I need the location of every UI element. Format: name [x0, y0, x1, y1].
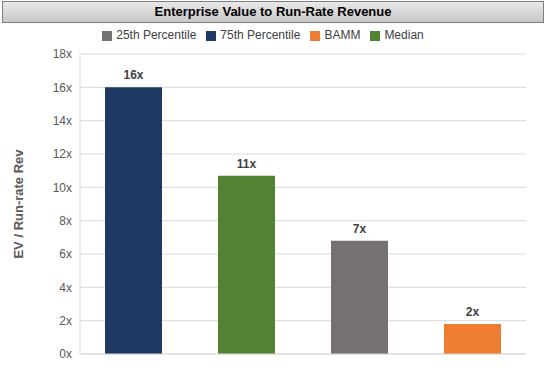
svg-text:8x: 8x — [59, 214, 72, 228]
svg-text:2x: 2x — [59, 314, 72, 328]
svg-text:0x: 0x — [59, 347, 72, 361]
html-text:BAMM: BAMM — [324, 28, 361, 42]
html-text:Enterprise Value to Run-Rate R: Enterprise Value to Run-Rate Revenue — [154, 4, 392, 19]
svg-text:6x: 6x — [59, 247, 72, 261]
svg-text:14x: 14x — [53, 114, 72, 128]
html-text:75th Percentile: 75th Percentile — [220, 28, 301, 42]
svg-text:16x: 16x — [123, 68, 143, 82]
html-text:25th Percentile: 25th Percentile — [116, 28, 197, 42]
svg-text:4x: 4x — [59, 281, 72, 295]
svg-text:12x: 12x — [53, 147, 72, 161]
svg-text:11x: 11x — [237, 157, 257, 171]
svg-text:EV / Run-rate Rev: EV / Run-rate Rev — [11, 149, 26, 259]
svg-text:16x: 16x — [53, 81, 72, 95]
svg-text:2x: 2x — [466, 305, 480, 319]
svg-text:7x: 7x — [353, 222, 367, 236]
svg-text:18x: 18x — [53, 47, 72, 61]
html-text:Median: Median — [384, 28, 424, 42]
svg-text:10x: 10x — [53, 181, 72, 195]
